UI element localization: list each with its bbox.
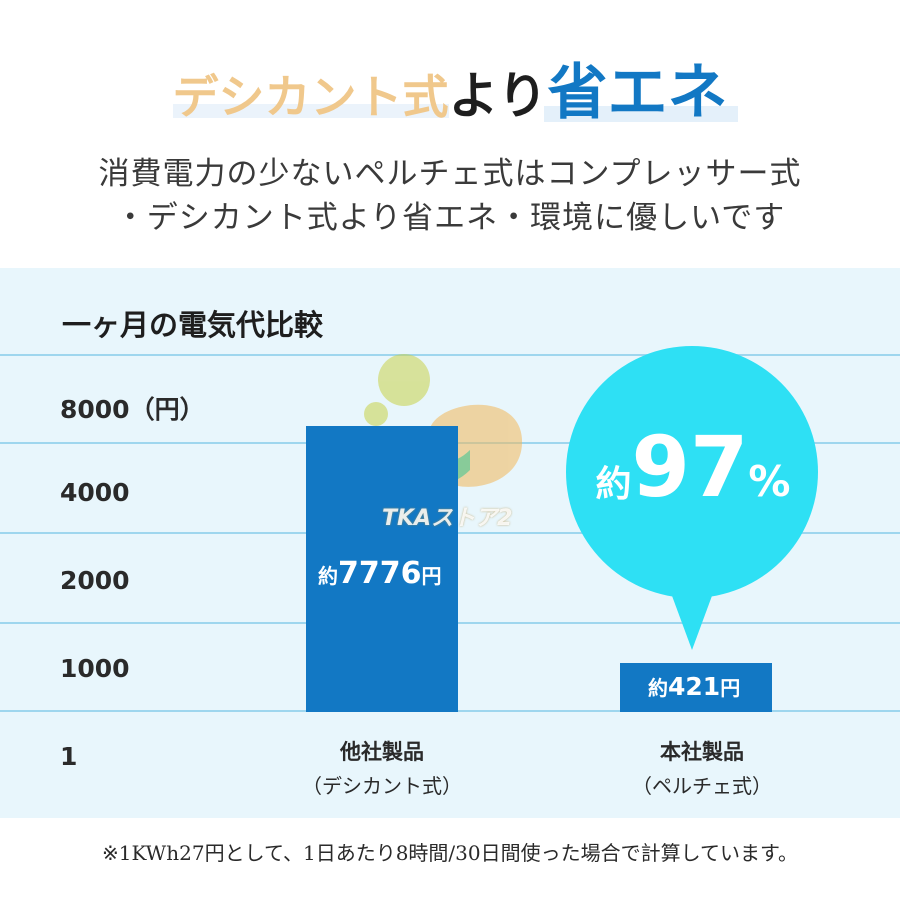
category-label: 他社製品 （デシカント式）	[282, 736, 482, 799]
savings-bubble-pointer	[668, 585, 716, 650]
y-tick-label: 2000	[60, 566, 130, 595]
chart-title: 一ヶ月の電気代比較	[62, 308, 324, 342]
subtitle-line-1: 消費電力の少ないペルチェ式はコンプレッサー式	[98, 156, 802, 192]
headline: デシカント式より省エネ	[0, 58, 900, 132]
bar-value-label: 約7776円	[318, 556, 442, 591]
headline-part-energy-saving: 省エネ	[547, 58, 728, 128]
bar-value-label: 約421円	[648, 672, 741, 701]
y-tick-label: 8000（円）	[60, 395, 205, 424]
headline-part-than: より	[448, 67, 548, 125]
category-name: 本社製品	[660, 740, 744, 764]
category-sub: （ペルチェ式）	[632, 774, 772, 798]
y-tick-label: 1	[60, 742, 78, 771]
category-label: 本社製品 （ペルチェ式）	[602, 736, 802, 799]
y-tick-label: 4000	[60, 478, 130, 507]
y-tick-label: 1000	[60, 654, 130, 683]
savings-bubble	[566, 346, 818, 598]
headline-part-desiccant: デシカント式	[172, 70, 449, 124]
subtitle-line-2: ・デシカント式より省エネ・環境に優しいです	[114, 200, 786, 236]
savings-bubble-text: 約97%	[595, 418, 791, 516]
gridline	[0, 354, 900, 356]
footnote: ※1KWh27円として、1日あたり8時間/30日間使った場合で計算しています。	[101, 841, 799, 865]
category-name: 他社製品	[340, 740, 424, 764]
bar	[620, 663, 772, 712]
bar	[306, 426, 458, 712]
category-sub: （デシカント式）	[302, 774, 462, 798]
watermark-text: TKAストア2	[382, 506, 513, 531]
